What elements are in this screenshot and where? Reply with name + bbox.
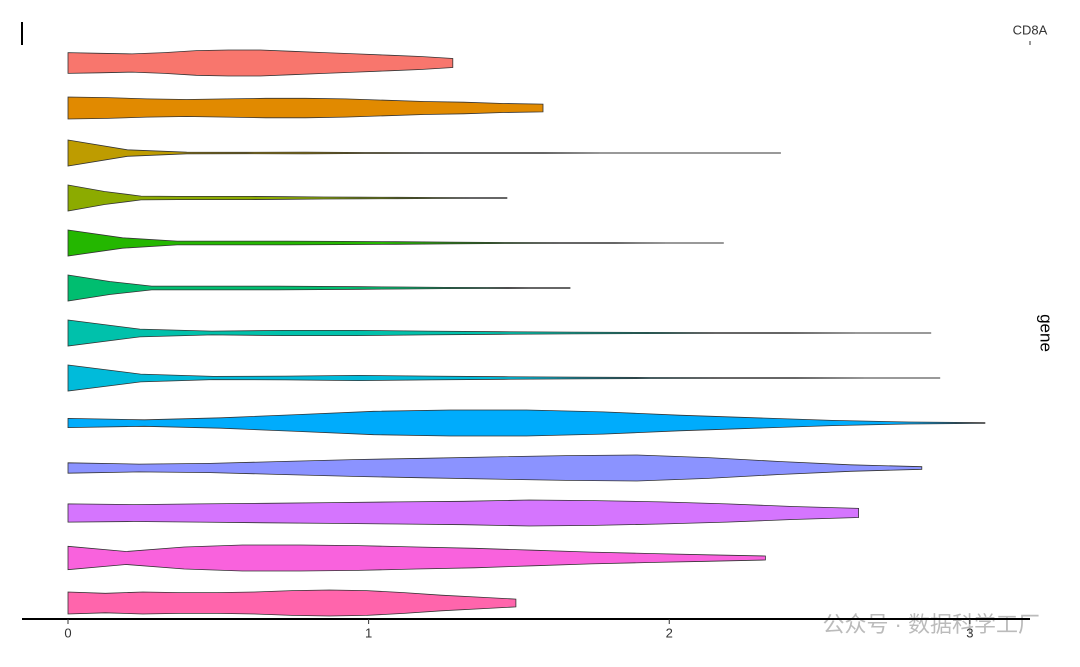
violin (67, 184, 508, 212)
watermark: 公众号 · 数据科学工厂 (822, 612, 1040, 637)
violin (67, 49, 454, 77)
violin (67, 454, 923, 482)
violin (67, 364, 941, 392)
violin (67, 319, 932, 347)
violin (67, 139, 781, 167)
violin (67, 589, 517, 617)
violin (67, 274, 571, 302)
x-tick-label: 2 (666, 625, 673, 640)
x-tick-label: 0 (64, 625, 71, 640)
violin (67, 544, 766, 572)
panel-label: CD8A (1013, 22, 1048, 37)
x-tick-label: 1 (365, 625, 372, 640)
violin (67, 409, 986, 437)
violin (67, 229, 724, 257)
x-tick-label: 3 (966, 625, 973, 640)
violin (67, 499, 859, 527)
strip-label: gene (1037, 314, 1056, 352)
violin (67, 96, 544, 120)
